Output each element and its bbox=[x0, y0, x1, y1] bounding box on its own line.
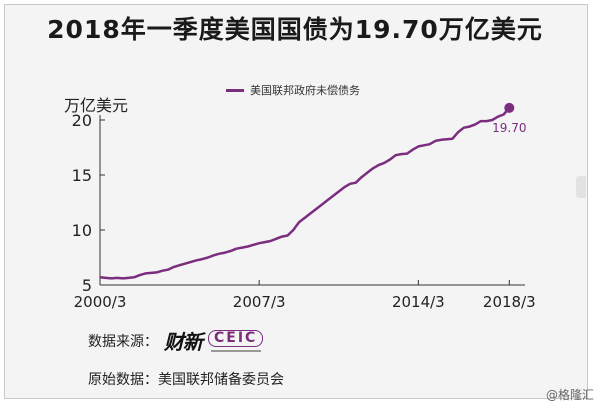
chart-title: 2018年一季度美国国债为19.70万亿美元 bbox=[47, 15, 543, 44]
ceic-logo-mark: CEIC bbox=[208, 329, 264, 347]
source-label: 数据来源： bbox=[88, 333, 158, 350]
y-tick-label: 20 bbox=[72, 111, 92, 130]
x-tick-label: 2014/3 bbox=[392, 293, 445, 311]
x-tick-label: 2007/3 bbox=[233, 293, 286, 311]
ceic-logo-subline bbox=[210, 349, 261, 352]
x-tick-label: 2000/3 bbox=[74, 293, 127, 311]
legend-swatch bbox=[226, 88, 244, 92]
caixin-logo: 财新 bbox=[164, 330, 203, 354]
side-scroll-tab[interactable] bbox=[576, 176, 586, 198]
chart-frame bbox=[4, 4, 588, 399]
y-tick-label: 5 bbox=[82, 276, 92, 295]
legend: 美国联邦政府未偿债务 bbox=[226, 82, 360, 98]
end-value-label: 19.70 bbox=[492, 121, 526, 135]
original-data-note: 原始数据：美国联邦储备委员会 bbox=[88, 372, 284, 388]
watermark: @格隆汇 bbox=[545, 388, 594, 402]
ceic-logo: CEIC bbox=[208, 329, 264, 352]
series-line bbox=[99, 107, 511, 280]
y-tick-label: 15 bbox=[72, 166, 92, 185]
y-axis-label: 万亿美元 bbox=[64, 96, 129, 115]
end-point-marker bbox=[504, 102, 515, 113]
y-tick-label: 10 bbox=[72, 221, 92, 240]
data-source: 数据来源： 财新 CEIC bbox=[88, 326, 264, 355]
legend-label: 美国联邦政府未偿债务 bbox=[250, 84, 360, 97]
x-tick-label: 2018/3 bbox=[483, 293, 536, 311]
